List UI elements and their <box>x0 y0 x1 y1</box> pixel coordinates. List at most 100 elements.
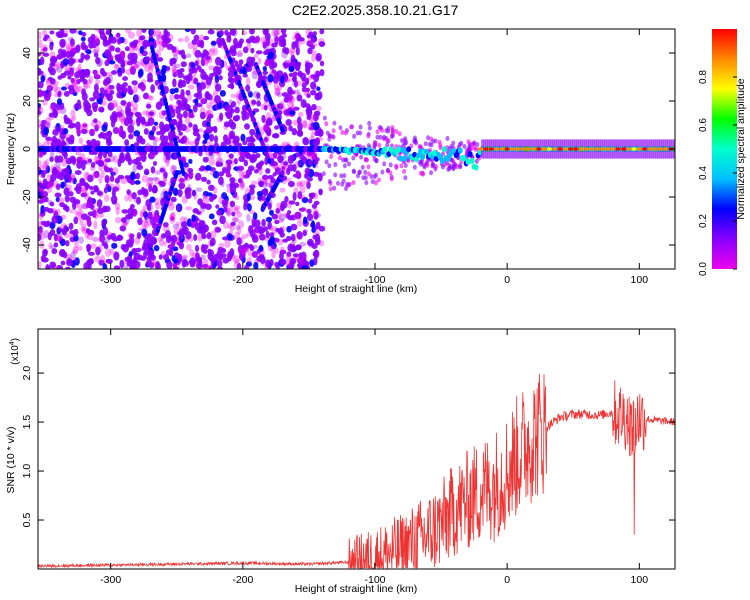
spectrogram-cell <box>472 145 477 151</box>
spectrogram-cell <box>54 192 62 198</box>
spectrogram-cell <box>154 49 162 59</box>
spectrogram-cell <box>262 66 268 72</box>
colorbar: 0.0 0.2 0.4 0.6 0.8 Normalized spectral ampl… <box>698 29 747 276</box>
spectrogram-cell <box>38 150 44 159</box>
spectrogram-cell <box>48 112 56 118</box>
spectrogram-cell <box>132 41 138 48</box>
spectrogram-cell <box>441 146 447 153</box>
spectrogram-cell <box>53 181 59 189</box>
spectrogram-cell <box>525 147 531 151</box>
spectrogram-cell <box>291 128 298 136</box>
spectrogram-cell <box>273 35 280 42</box>
spectrogram-cell <box>252 90 260 99</box>
spectrogram-cell <box>128 133 134 140</box>
spectrogram-cell <box>120 62 126 69</box>
spectrogram-cell <box>403 175 408 181</box>
spectrogram-cell <box>63 187 70 196</box>
spectrogram-cell <box>358 124 363 130</box>
colorbar-tick-label: 0.8 <box>698 70 709 84</box>
spectrogram-cell <box>304 103 311 108</box>
spectrogram-cell <box>102 226 109 236</box>
spectrogram-cell <box>301 265 309 269</box>
spectrogram-cell <box>68 222 74 230</box>
spectrogram-cell <box>112 155 118 164</box>
spectrogram-cell <box>94 79 101 85</box>
spectrogram-cell <box>147 203 154 212</box>
spectrogram-cell <box>445 135 450 141</box>
spectrogram-cell <box>92 236 99 243</box>
spectrogram-cell <box>142 211 148 218</box>
spectrogram-cell <box>297 122 303 131</box>
spectrogram-cell <box>146 103 152 109</box>
spectrogram-cell <box>154 177 161 185</box>
spectrogram-cell <box>568 147 574 151</box>
spectrogram-cell <box>288 125 293 132</box>
spectrogram-cell <box>217 41 222 49</box>
spectrogram-cell <box>218 176 224 186</box>
spectrogram-cell <box>38 261 42 269</box>
spectrogram-cell <box>131 46 138 51</box>
spectrogram-cell <box>258 226 264 235</box>
spectrogram-cell <box>366 133 371 139</box>
spectrogram-cell <box>423 141 428 147</box>
spectrogram-cell <box>103 163 108 170</box>
spectrogram-cell <box>367 125 372 131</box>
spectrogram-cell <box>279 252 284 261</box>
spectrogram-cell <box>91 171 99 179</box>
spectrogram-cell <box>258 195 265 203</box>
spectrogram-cell <box>253 262 259 269</box>
spectrogram-cell <box>158 40 165 46</box>
spectrogram-cell <box>219 30 224 37</box>
spectrogram-cell <box>403 136 408 142</box>
spectrogram-cell <box>224 239 231 249</box>
spectrogram-cell <box>647 147 653 151</box>
spectrogram-cell <box>49 150 55 159</box>
spectrogram-cell <box>304 167 311 175</box>
spectrogram-cell <box>263 50 269 56</box>
spectrogram-cell <box>263 42 270 51</box>
spectrogram-cell <box>166 260 173 269</box>
spectrogram-cell <box>172 69 179 75</box>
spectrogram-cell <box>399 163 404 169</box>
spectrogram-cell <box>424 148 430 155</box>
spectrogram-cell <box>158 238 165 247</box>
spectrogram-cell <box>97 213 105 219</box>
spectrogram-cell <box>132 256 138 265</box>
spectrogram-cell <box>302 216 308 225</box>
spectrogram-cell <box>82 187 88 194</box>
spectrogram-cell <box>65 266 71 269</box>
spectrogram-cell <box>224 29 229 36</box>
spectrogram-cell <box>159 121 165 130</box>
spectrogram-cell <box>124 29 132 34</box>
spectrogram-cell <box>128 251 133 257</box>
spectrogram-cell <box>312 121 320 131</box>
spectrogram-cell <box>72 230 77 237</box>
spectrogram-cell <box>178 174 183 184</box>
spectrogram-cell <box>352 133 357 139</box>
spectrogram-cell <box>171 255 176 262</box>
spectrogram-cell <box>107 183 115 188</box>
spectrogram-cell <box>165 157 170 167</box>
spectrogram-cell <box>75 183 82 192</box>
spectrogram-cell <box>313 192 319 200</box>
spectrogram-cell <box>319 60 325 67</box>
spectrogram-cell <box>43 127 48 136</box>
spectrogram-cell <box>242 247 249 253</box>
spectrogram-cell <box>299 154 306 161</box>
spectrogram-cell <box>132 84 138 94</box>
spectrogram-cell <box>113 63 119 69</box>
spectrogram-cell <box>181 195 189 204</box>
spectrogram-cell <box>150 166 156 174</box>
spectrogram-cell <box>69 122 77 129</box>
spectrogram-cell <box>256 100 262 107</box>
spectrogram-cell <box>378 134 383 140</box>
spectrogram-cell <box>133 130 141 137</box>
spectrogram-cell <box>578 147 584 151</box>
spectrogram-cell <box>310 50 317 56</box>
spectrogram-cell <box>147 211 153 220</box>
spectrogram-cell <box>208 265 214 269</box>
spectrogram-cell <box>106 258 113 264</box>
spectrogram-cell <box>50 244 56 250</box>
spectrogram-cell <box>310 74 315 79</box>
spectrogram-cell <box>278 213 286 222</box>
